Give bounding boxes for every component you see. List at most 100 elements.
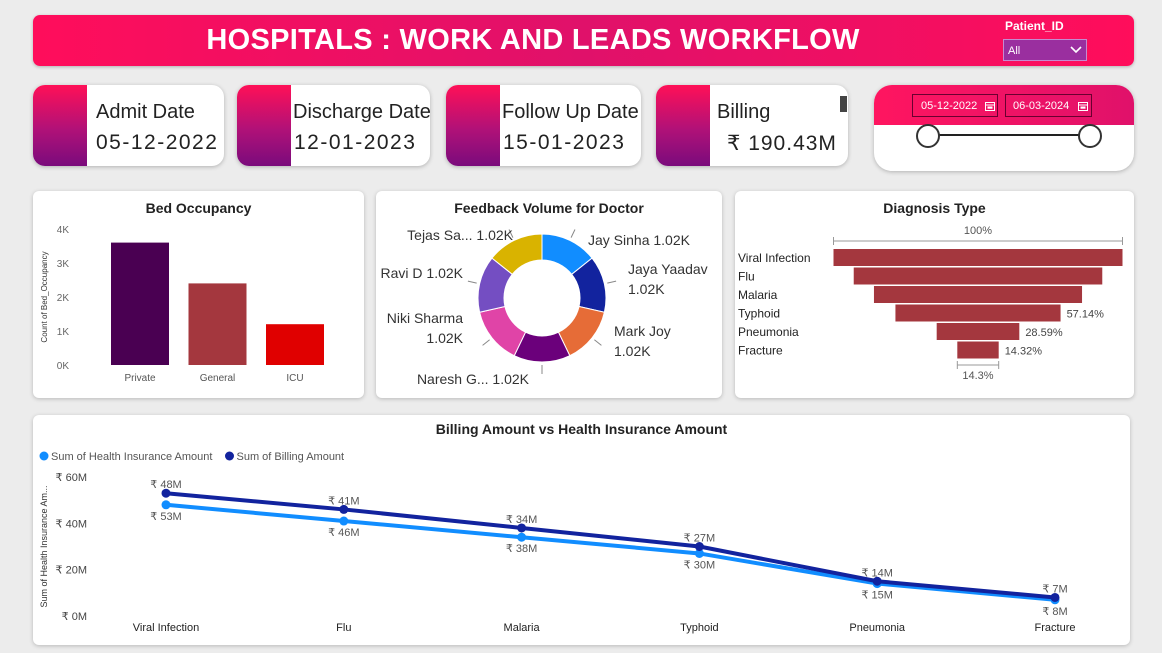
donut-slice-value: 1.02K <box>614 343 651 359</box>
legend-label: Sum of Health Insurance Amount <box>51 451 212 463</box>
funnel-data-label: 28.59% <box>1025 327 1063 339</box>
bed-occupancy-chart: 0K 1K 2K 3K 4K Count of Bed_Occupancy Private G… <box>40 225 324 384</box>
feedback-donut-chart: Jay Sinha 1.02K Jaya Yaadav 1.02K Mark Joy 1… <box>381 227 708 387</box>
date-slicer-header <box>874 85 1134 125</box>
kpi-label: Follow Up Date <box>502 101 639 123</box>
x-tick-label: Private <box>124 373 156 384</box>
bar-private <box>111 242 169 365</box>
kpi-value: 15-01-2023 <box>503 131 626 154</box>
donut-leader-line <box>482 339 490 346</box>
x-tick-label: Flu <box>336 622 351 634</box>
donut-slice-name: Niki Sharma <box>387 310 463 326</box>
range-slider-track[interactable] <box>927 134 1089 136</box>
series-point <box>872 576 882 586</box>
billing-line-chart: Sum of Health Insurance Amount Sum of Bil… <box>39 451 1076 634</box>
y-tick-label: ₹ 40M <box>56 518 87 530</box>
data-label: ₹ 14M <box>861 567 892 579</box>
header-banner: HOSPITALS : WORK AND LEADS WORKFLOW <box>33 15 1134 66</box>
diagnosis-type-panel: Diagnosis Type 100% Viral Infection Flu Mal… <box>735 191 1134 398</box>
diagnosis-funnel-chart: 100% Viral Infection Flu Malaria Typhoid 57.1… <box>738 225 1123 382</box>
kpi-card-follow-up-date: Follow Up Date 15-01-2023 <box>446 85 641 166</box>
range-slider-end-handle[interactable] <box>1078 124 1102 148</box>
billing-vs-insurance-panel: Billing Amount vs Health Insurance Amoun… <box>33 415 1130 645</box>
kpi-value: 05-12-2022 <box>96 131 219 154</box>
bar-icu <box>266 324 324 365</box>
funnel-bar <box>895 304 1061 322</box>
scrollbar-thumb[interactable] <box>840 96 847 112</box>
start-date-value: 05-12-2022 <box>921 100 978 112</box>
data-label: ₹ 30M <box>684 559 715 571</box>
calendar-icon[interactable] <box>1078 101 1088 111</box>
end-date-value: 06-03-2024 <box>1013 100 1070 112</box>
data-label: ₹ 53M <box>150 511 181 523</box>
y-tick-label: 3K <box>57 259 70 270</box>
donut-slice <box>491 233 543 276</box>
calendar-icon[interactable] <box>985 101 995 111</box>
patient-id-slicer[interactable] <box>1003 39 1087 61</box>
donut-slice-label: Jay Sinha 1.02K <box>588 232 691 248</box>
funnel-data-label: 14.32% <box>1005 346 1043 358</box>
donut-slice-label: Naresh G... 1.02K <box>417 371 530 387</box>
donut-slice-name: Jaya Yaadav <box>628 261 708 277</box>
kpi-label: Admit Date <box>96 101 195 123</box>
donut-leader-line <box>467 280 477 284</box>
funnel-bar <box>873 286 1083 303</box>
bed-occupancy-panel: Bed Occupancy 0K 1K 2K 3K 4K Count of Bed_Occ… <box>33 191 364 398</box>
start-date-input[interactable]: 05-12-2022 <box>912 94 998 117</box>
funnel-bar <box>936 323 1020 340</box>
end-date-input[interactable]: 06-03-2024 <box>1005 94 1092 117</box>
x-tick-label: Typhoid <box>680 622 719 634</box>
date-range-slicer: 05-12-2022 06-03-2024 <box>874 85 1134 171</box>
y-tick-label: ₹ 20M <box>56 565 87 577</box>
kpi-card-discharge-date: Discharge Date 12-01-2023 <box>237 85 430 166</box>
x-tick-label: Fracture <box>1035 622 1076 634</box>
bed-occupancy-title: Bed Occupancy <box>145 200 252 216</box>
data-label: ₹ 7M <box>1042 583 1067 595</box>
series-point <box>1050 592 1060 602</box>
series-point <box>339 504 349 514</box>
funnel-bar <box>833 249 1123 266</box>
series-point <box>161 488 171 498</box>
data-label: ₹ 48M <box>150 479 181 491</box>
series-point <box>339 516 349 526</box>
kpi-card-billing: Billing ₹ 190.43M <box>656 85 848 166</box>
legend-marker <box>225 451 234 461</box>
x-tick-label: Malaria <box>504 622 541 634</box>
funnel-data-label: 57.14% <box>1067 309 1105 321</box>
page-title: HOSPITALS : WORK AND LEADS WORKFLOW <box>206 24 860 56</box>
data-label: ₹ 46M <box>328 527 359 539</box>
funnel-category-label: Typhoid <box>738 307 780 321</box>
y-tick-label: 2K <box>57 293 70 304</box>
legend-label: Sum of Billing Amount <box>237 451 345 463</box>
donut-leader-line <box>508 229 514 238</box>
diagnosis-type-title: Diagnosis Type <box>883 200 986 216</box>
data-label: ₹ 34M <box>506 514 537 526</box>
kpi-value: ₹ 190.43M <box>727 132 837 155</box>
kpi-value: 12-01-2023 <box>294 131 417 154</box>
data-label: ₹ 15M <box>861 590 892 602</box>
x-tick-label: ICU <box>286 373 303 384</box>
kpi-label: Billing <box>717 101 771 123</box>
funnel-bar <box>957 341 999 359</box>
kpi-accent-strip <box>237 85 291 166</box>
series-point <box>694 548 704 558</box>
x-tick-label: Viral Infection <box>133 622 199 634</box>
funnel-top-label: 100% <box>964 225 992 237</box>
kpi-accent-strip <box>656 85 710 166</box>
y-axis-label: Count of Bed_Occupancy <box>40 251 49 342</box>
kpi-accent-strip <box>446 85 500 166</box>
patient-id-slicer-value: All <box>1008 45 1021 57</box>
funnel-category-label: Malaria <box>738 288 778 302</box>
donut-slice-value: 1.02K <box>628 281 665 297</box>
series-point <box>694 542 704 551</box>
chevron-down-icon[interactable] <box>1068 40 1084 58</box>
kpi-label: Discharge Date <box>293 101 430 123</box>
y-axis-label: Sum of Health Insurance Am... <box>39 485 49 607</box>
donut-slice-value: 1.02K <box>426 330 463 346</box>
range-slider-start-handle[interactable] <box>916 124 940 148</box>
kpi-card-admit-date: Admit Date 05-12-2022 <box>33 85 224 166</box>
donut-slice-label: Tejas Sa... 1.02K <box>407 227 514 243</box>
x-tick-label: General <box>200 373 236 384</box>
series-line <box>165 502 1056 602</box>
legend-marker <box>39 451 49 461</box>
